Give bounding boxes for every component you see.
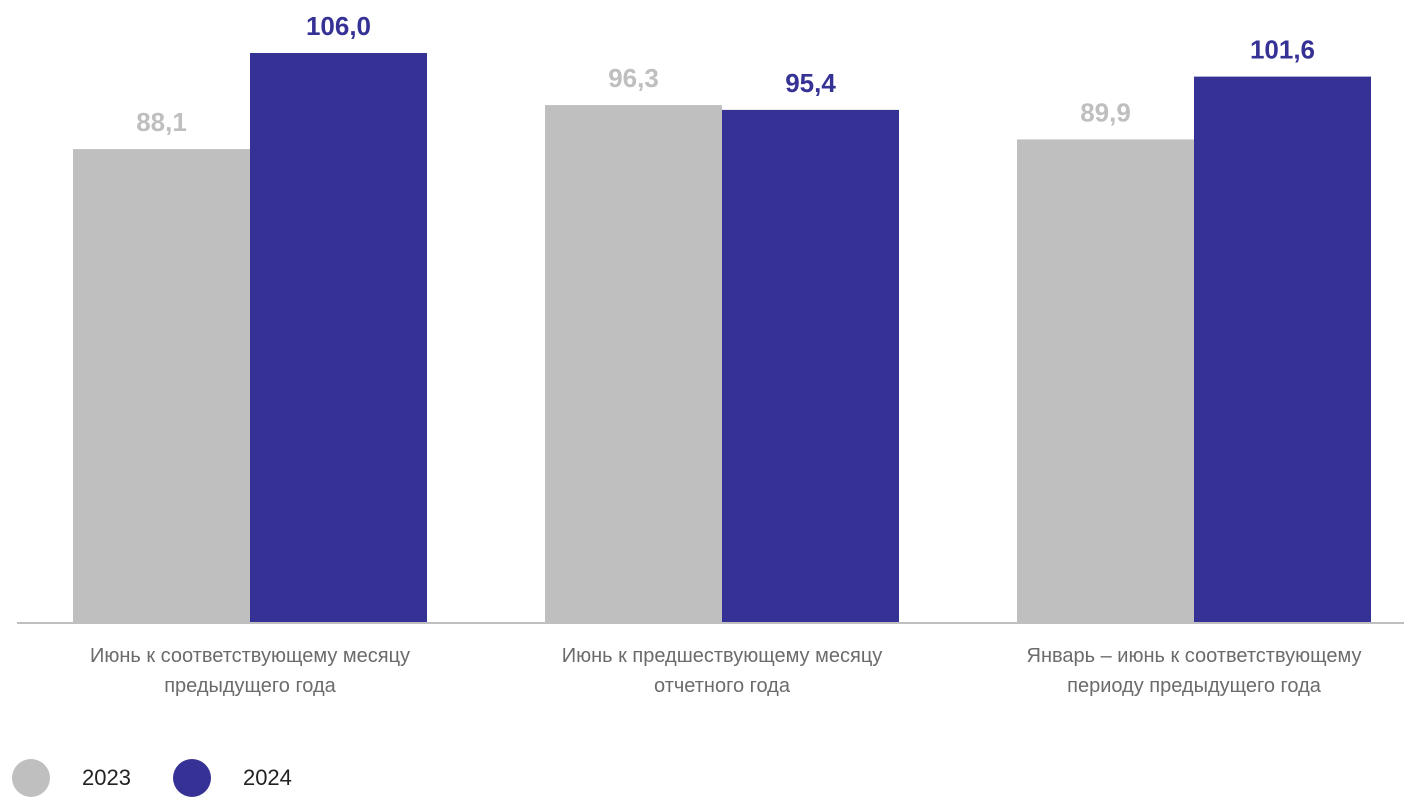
legend-item-2023: 2023 — [12, 759, 153, 797]
legend: 2023 2024 — [12, 758, 334, 798]
value-label-2023-cat-3: 89,9 — [1080, 97, 1131, 127]
legend-label-2024: 2024 — [242, 765, 292, 790]
value-label-2024-cat-3: 101,6 — [1250, 35, 1315, 65]
category-label-1-line-1: Июнь к соответствующему месяцу — [90, 645, 410, 667]
bar-2023-cat-1 — [73, 149, 250, 622]
legend-swatch-2024 — [172, 759, 211, 797]
bar-2024-cat-1 — [250, 53, 427, 622]
bar-2023-cat-2 — [545, 105, 722, 623]
bar-2024-cat-2 — [722, 109, 899, 622]
category-label-3-line-1: Январь – июнь к соответствующему — [1027, 645, 1362, 667]
legend-label-2023: 2023 — [82, 765, 131, 790]
legend-item-2024: 2024 — [172, 759, 314, 797]
category-label-2-line-1: Июнь к предшествующему месяцу — [562, 645, 883, 667]
bar-2024-cat-3 — [1194, 76, 1371, 622]
category-label-3-line-2: периоду предыдущего года — [1067, 675, 1322, 697]
category-label-1-line-2: предыдущего года — [164, 675, 336, 697]
value-label-2024-cat-2: 95,4 — [785, 68, 836, 98]
legend-swatch-2023 — [12, 759, 50, 797]
value-label-2023-cat-2: 96,3 — [608, 63, 659, 93]
bar-2023-cat-3 — [1017, 139, 1194, 622]
bar-chart: 88,1 106,0 Июнь к соответствующему месяцу п… — [17, 11, 1404, 697]
value-label-2024-cat-1: 106,0 — [306, 11, 371, 41]
category-label-2-line-2: отчетного года — [654, 675, 791, 697]
value-label-2023-cat-1: 88,1 — [136, 107, 187, 137]
